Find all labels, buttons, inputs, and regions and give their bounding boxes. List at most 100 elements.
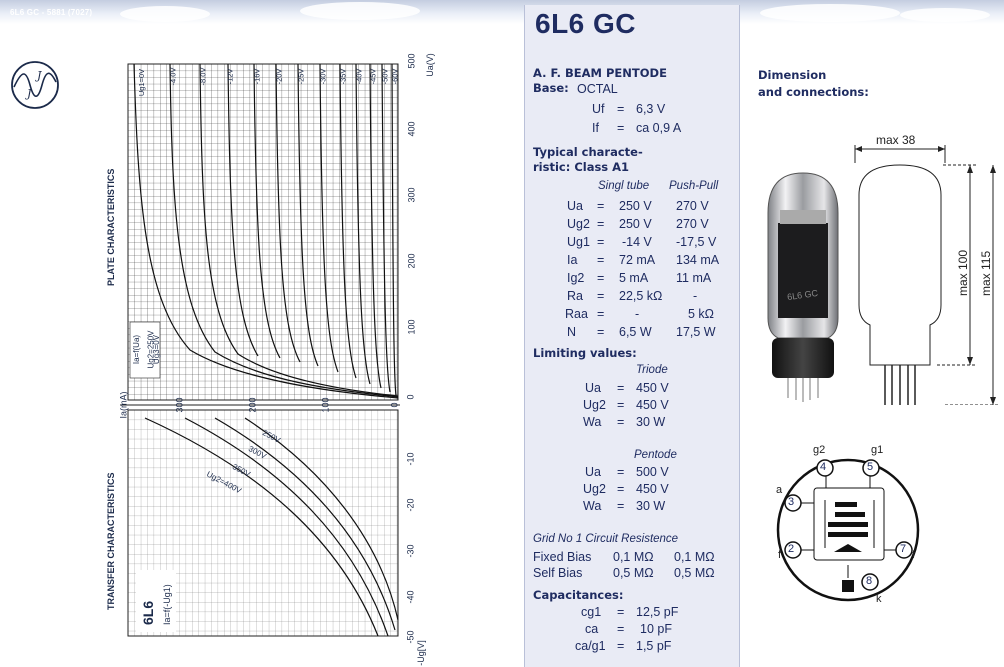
param-eq: = bbox=[617, 482, 625, 496]
curve-label: -40V bbox=[354, 68, 364, 85]
transfer-curve-label: 300V bbox=[246, 444, 268, 461]
curve-label: -8.0V bbox=[198, 67, 208, 86]
header-band bbox=[0, 0, 1004, 24]
param-value: 0,1 MΩ bbox=[613, 550, 654, 564]
grid-title: Grid No 1 Circuit Resistence bbox=[533, 533, 679, 545]
base-label: Base: bbox=[533, 81, 569, 95]
param-eq: = bbox=[597, 307, 605, 321]
pin-5-icon bbox=[862, 459, 880, 477]
param-value: 450 V bbox=[636, 398, 669, 412]
triode-label: Triode bbox=[636, 364, 668, 376]
param-symbol: Raa bbox=[565, 307, 588, 321]
param-symbol: Ia bbox=[567, 253, 578, 267]
param-value: 450 V bbox=[636, 381, 669, 395]
typical-title-1: Typical characte- bbox=[533, 145, 643, 159]
curve-label: -16V bbox=[252, 68, 262, 85]
dimension-title-1: Dimension bbox=[758, 68, 827, 82]
col-single: Singl tube bbox=[598, 180, 650, 192]
param-eq: = bbox=[617, 499, 625, 513]
base-value: OCTAL bbox=[577, 82, 618, 96]
plate-characteristics-label: PLATE CHARACTERISTICS bbox=[106, 168, 116, 286]
param-value: 72 mA bbox=[619, 253, 656, 267]
param-name: Self Bias bbox=[533, 566, 583, 580]
max-100-label: max 100 bbox=[956, 249, 970, 296]
pin-3-icon bbox=[784, 494, 802, 512]
param-symbol: If bbox=[592, 121, 599, 135]
param-value: 1,5 pF bbox=[636, 639, 672, 653]
param-value: 30 W bbox=[636, 499, 666, 513]
spec-panel bbox=[524, 5, 740, 667]
param-symbol: ca bbox=[585, 622, 599, 636]
param-eq: = bbox=[597, 325, 605, 339]
param-symbol: Ua bbox=[585, 465, 601, 479]
param-value: 500 V bbox=[636, 465, 669, 479]
param-eq: = bbox=[597, 253, 605, 267]
pin-diagram bbox=[776, 458, 920, 602]
col-push: Push-Pull bbox=[669, 180, 719, 192]
param-symbol: Ua bbox=[585, 381, 601, 395]
param-value: 250 V bbox=[619, 217, 652, 231]
param-symbol: Ra bbox=[567, 289, 583, 303]
curve-label: -60V bbox=[390, 68, 400, 85]
param-symbol: Ug2 bbox=[567, 217, 590, 231]
curve-label: -12V bbox=[225, 68, 235, 85]
tube-photo: 6L6 GC bbox=[767, 172, 839, 402]
param-symbol: Ug2 bbox=[583, 482, 606, 496]
param-eq: = bbox=[597, 199, 605, 213]
param-value: 22,5 kΩ bbox=[619, 289, 663, 303]
param-value: 6,3 V bbox=[636, 102, 666, 116]
param-value: 11 mA bbox=[676, 271, 712, 285]
transfer-curve-label: 250V bbox=[260, 428, 282, 445]
svg-text:J: J bbox=[35, 69, 42, 82]
param-value: 6,5 W bbox=[619, 325, 652, 339]
tube-type: A. F. BEAM PENTODE bbox=[533, 66, 667, 80]
typical-title-2: ristic: Class A1 bbox=[533, 160, 630, 174]
transfer-curve-label: 350V bbox=[230, 462, 252, 479]
param-value: - bbox=[693, 289, 698, 303]
param-eq: = bbox=[617, 381, 625, 395]
pentode-label: Pentode bbox=[634, 449, 677, 461]
transfer-characteristics-label: TRANSFER CHARACTERISTICS bbox=[106, 472, 116, 610]
param-value: 17,5 W bbox=[676, 325, 716, 339]
param-eq: = bbox=[617, 639, 625, 653]
param-value: 270 V bbox=[676, 199, 709, 213]
param-symbol: Uf bbox=[592, 102, 605, 116]
curve-label: -4.0V bbox=[168, 67, 178, 86]
param-value: -14 V bbox=[622, 235, 652, 249]
param-symbol: Ug1 bbox=[567, 235, 590, 249]
param-symbol: Ua bbox=[567, 199, 583, 213]
param-value: 5 mA bbox=[619, 271, 649, 285]
curve-label: -35V bbox=[338, 68, 348, 85]
param-symbol: Ig2 bbox=[567, 271, 585, 285]
param-symbol: Wa bbox=[583, 499, 602, 513]
tube-name: 6L6 bbox=[140, 600, 156, 625]
param-value: 270 V bbox=[676, 217, 709, 231]
param-eq: = bbox=[617, 415, 625, 429]
param-eq: = bbox=[617, 605, 625, 619]
param-value: 10 pF bbox=[640, 622, 672, 636]
limiting-title: Limiting values: bbox=[533, 346, 637, 360]
param-eq: = bbox=[597, 235, 605, 249]
param-value: ca 0,9 A bbox=[636, 121, 682, 135]
dimension-drawing bbox=[854, 145, 1000, 405]
param-eq: = bbox=[617, 398, 625, 412]
param-value: 0,1 MΩ bbox=[674, 550, 715, 564]
pin-4-icon bbox=[816, 459, 834, 477]
param-value: - bbox=[635, 307, 640, 321]
param-eq: = bbox=[617, 102, 625, 116]
param-eq: = bbox=[597, 217, 605, 231]
key-notch bbox=[842, 580, 854, 592]
param-value: 30 W bbox=[636, 415, 666, 429]
pin-8-icon bbox=[861, 573, 879, 591]
param-value: 0,5 MΩ bbox=[613, 566, 654, 580]
transfer-formula: Ia=f(-Ug1) bbox=[162, 584, 172, 625]
pin-7-icon bbox=[895, 541, 913, 559]
param-symbol: cg1 bbox=[581, 605, 602, 619]
param-symbol: ca/g1 bbox=[575, 639, 606, 653]
curve-label: -45V bbox=[368, 68, 378, 85]
param-symbol: Ug2 bbox=[583, 398, 606, 412]
tube-title: 6L6 GC bbox=[535, 8, 637, 39]
max-width-label: max 38 bbox=[876, 133, 916, 147]
pin-2-icon bbox=[784, 541, 802, 559]
capacitances-title: Capacitances: bbox=[533, 588, 624, 602]
